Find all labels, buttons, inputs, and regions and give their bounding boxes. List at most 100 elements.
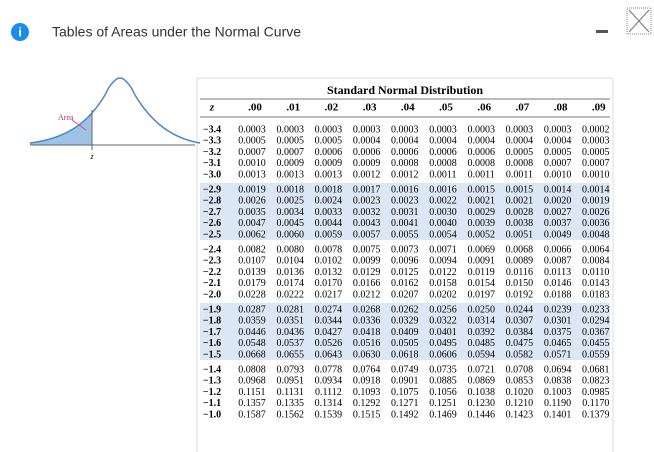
cell: 0.0322	[429, 316, 457, 327]
cell: 0.0207	[391, 289, 419, 300]
cell: 0.0197	[467, 289, 495, 300]
cell: 0.1251	[429, 398, 457, 409]
cell: 0.0606	[429, 349, 457, 360]
cell: 0.0119	[468, 267, 495, 278]
cell: 0.0222	[276, 289, 304, 300]
cell: 0.0526	[315, 338, 343, 349]
cell: 0.0934	[315, 376, 343, 387]
cell: 0.0110	[582, 267, 609, 278]
cell: 0.0030	[429, 207, 457, 218]
cell: 0.0694	[544, 364, 572, 375]
cell: 0.0418	[353, 327, 381, 338]
cell: 0.0075	[353, 244, 381, 255]
cell: 0.0559	[582, 349, 610, 360]
cell: 0.0026	[582, 207, 610, 218]
cell: 0.0294	[582, 316, 610, 327]
cell: 0.0158	[429, 278, 457, 289]
cell: 0.0003	[544, 124, 572, 135]
cell: 0.0022	[429, 196, 457, 207]
cell: 0.1469	[429, 409, 457, 420]
cell: 0.0004	[429, 136, 457, 147]
cell: 0.0495	[429, 338, 457, 349]
cell: 0.0055	[391, 229, 419, 240]
z-cell: −2.9	[203, 184, 221, 195]
cell: 0.0359	[238, 316, 266, 327]
cell: 0.0179	[238, 278, 266, 289]
cell: 0.0071	[429, 244, 457, 255]
table-title: Standard Normal Distribution	[327, 83, 483, 97]
cell: 0.0016	[429, 184, 457, 195]
cell: 0.0409	[391, 327, 419, 338]
cell: 0.0274	[315, 304, 343, 315]
z-cell: −1.3	[203, 376, 221, 387]
info-glyph: i	[18, 24, 22, 39]
cell: 0.0107	[238, 256, 266, 267]
cell: 0.0039	[467, 218, 495, 229]
cell: 0.0918	[353, 376, 381, 387]
cell: 0.1562	[276, 409, 304, 420]
cell: 0.1423	[506, 409, 534, 420]
cell: 0.0025	[276, 196, 304, 207]
cell: 0.0505	[391, 338, 419, 349]
cell: 0.0011	[506, 169, 533, 180]
cell: 0.0084	[582, 256, 610, 267]
cell: 0.0793	[276, 364, 304, 375]
cell: 0.0005	[315, 136, 343, 147]
cell: 0.0023	[353, 196, 381, 207]
cell: 0.1170	[582, 398, 609, 409]
cell: 0.0009	[315, 158, 343, 169]
cell: 0.0367	[582, 327, 610, 338]
cell: 0.0594	[467, 349, 495, 360]
minimize-button[interactable]	[596, 30, 608, 33]
cell: 0.0764	[353, 364, 381, 375]
cell: 0.0006	[429, 147, 457, 158]
z-cell: −1.5	[203, 349, 221, 360]
cell: 0.0401	[429, 327, 457, 338]
cell: 0.0066	[544, 244, 572, 255]
cell: 0.1075	[391, 387, 419, 398]
cell: 0.0036	[582, 218, 610, 229]
cell: 0.0012	[391, 169, 419, 180]
cell: 0.0052	[467, 229, 495, 240]
cell: 0.0040	[429, 218, 457, 229]
cell: 0.0516	[353, 338, 381, 349]
cell: 0.0013	[276, 169, 304, 180]
cell: 0.0087	[544, 256, 572, 267]
cell: 0.0170	[315, 278, 343, 289]
cell: 0.0778	[315, 364, 343, 375]
cell: 0.0571	[544, 349, 572, 360]
column-header: .07	[516, 102, 530, 114]
cell: 0.0096	[391, 256, 419, 267]
row-band	[200, 183, 610, 240]
cell: 0.0026	[238, 196, 266, 207]
z-label: z	[89, 152, 94, 161]
info-icon	[11, 23, 29, 41]
cell: 0.1492	[391, 409, 419, 420]
cell: 0.0073	[391, 244, 419, 255]
cell: 0.0010	[544, 169, 572, 180]
cell: 0.0018	[276, 184, 304, 195]
cell: 0.0059	[315, 229, 343, 240]
cell: 0.0006	[315, 147, 343, 158]
column-header: .06	[477, 102, 491, 114]
cell: 0.0104	[276, 256, 304, 267]
cell: 0.1292	[353, 398, 381, 409]
cell: 0.0228	[238, 289, 266, 300]
cell: 0.0048	[582, 229, 610, 240]
cell: 0.0009	[353, 158, 381, 169]
cell: 0.0143	[582, 278, 610, 289]
cell: 0.0004	[353, 136, 381, 147]
close-button[interactable]	[626, 7, 652, 35]
cell: 0.0003	[582, 136, 610, 147]
cell: 0.0089	[506, 256, 534, 267]
cell: 0.0239	[544, 304, 572, 315]
cell: 0.0329	[391, 316, 419, 327]
cell: 0.1151	[238, 387, 265, 398]
cell: 0.0064	[582, 244, 610, 255]
cell: 0.1446	[467, 409, 495, 420]
cell: 0.0146	[544, 278, 572, 289]
cell: 0.0013	[315, 169, 343, 180]
cell: 0.1112	[315, 387, 342, 398]
cell: 0.0901	[391, 376, 419, 387]
cell: 0.0005	[544, 147, 572, 158]
